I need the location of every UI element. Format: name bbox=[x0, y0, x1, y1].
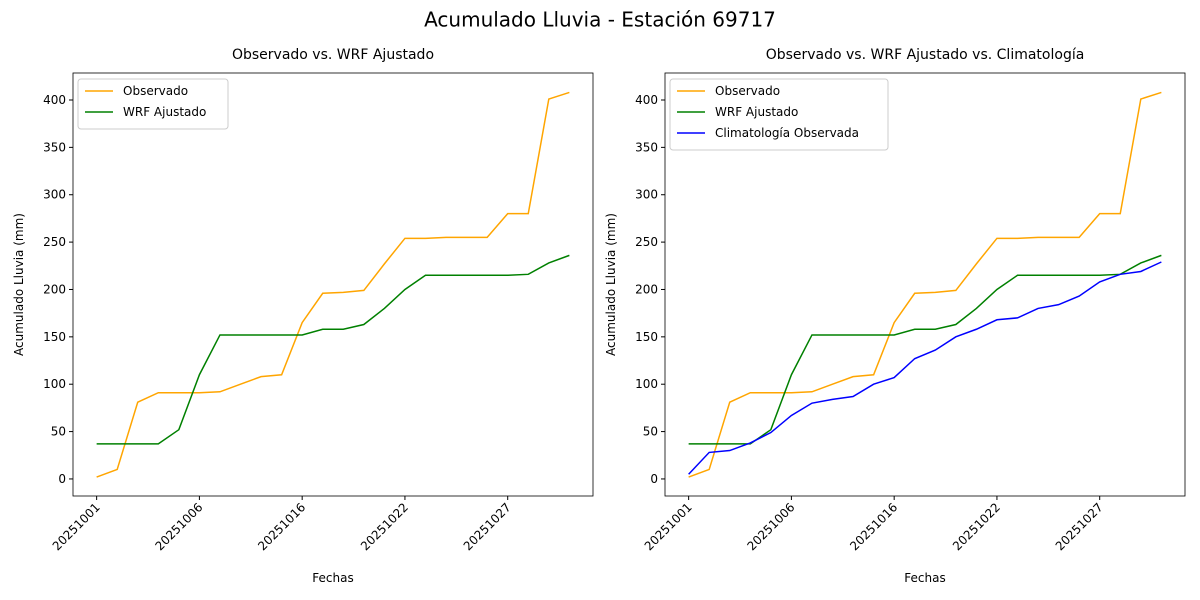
y-tick-label: 100 bbox=[43, 377, 66, 391]
y-axis-label: Acumulado Lluvia (mm) bbox=[12, 213, 26, 356]
line bbox=[96, 91, 570, 478]
x-tick-label: 20251001 bbox=[642, 500, 695, 553]
y-axis-label: Acumulado Lluvia (mm) bbox=[604, 213, 618, 356]
x-tick-label: 20251006 bbox=[744, 500, 797, 553]
x-axis-label: Fechas bbox=[904, 571, 945, 585]
line bbox=[688, 261, 1162, 475]
y-tick-label: 0 bbox=[58, 472, 66, 486]
chart-title: Observado vs. WRF Ajustado bbox=[232, 47, 434, 63]
y-tick-label: 300 bbox=[635, 188, 658, 202]
y-tick-label: 200 bbox=[43, 282, 66, 296]
y-tick-label: 400 bbox=[635, 93, 658, 107]
x-tick-label: 20251022 bbox=[358, 500, 411, 553]
legend-frame bbox=[669, 78, 889, 151]
y-tick-label: 350 bbox=[635, 140, 658, 154]
y-tick-label: 50 bbox=[643, 425, 658, 439]
y-tick-label: 100 bbox=[635, 377, 658, 391]
legend-frame bbox=[77, 78, 229, 130]
plot-frame bbox=[72, 72, 594, 497]
line bbox=[96, 254, 570, 445]
y-tick-label: 400 bbox=[43, 93, 66, 107]
line bbox=[688, 91, 1162, 478]
plot-frame bbox=[664, 72, 1186, 497]
legend-label: Observado bbox=[715, 84, 780, 98]
chart-title: Observado vs. WRF Ajustado vs. Climatolo… bbox=[766, 47, 1085, 63]
legend: Observado WRF Ajustado Climatología Observ… bbox=[669, 78, 889, 151]
legend: Observado WRF Ajustado bbox=[77, 78, 229, 130]
legend-label: Observado bbox=[123, 84, 188, 98]
x-axis-label: Fechas bbox=[312, 571, 353, 585]
x-tick-label: 20251006 bbox=[152, 500, 205, 553]
y-tick-label: 250 bbox=[635, 235, 658, 249]
y-tick-label: 250 bbox=[43, 235, 66, 249]
chart: Observado vs. WRF Ajustado Fechas Acumulad… bbox=[12, 47, 594, 585]
legend-label: Climatología Observada bbox=[715, 126, 859, 140]
y-tick-label: 300 bbox=[43, 188, 66, 202]
legend-label: WRF Ajustado bbox=[715, 105, 798, 119]
figure-title: Acumulado Lluvia - Estación 69717 bbox=[424, 8, 776, 32]
y-tick-label: 200 bbox=[635, 282, 658, 296]
x-tick-label: 20251027 bbox=[1053, 500, 1106, 553]
line bbox=[688, 254, 1162, 445]
y-tick-label: 150 bbox=[43, 330, 66, 344]
y-tick-label: 0 bbox=[650, 472, 658, 486]
x-tick-label: 20251016 bbox=[255, 500, 308, 553]
legend-label: WRF Ajustado bbox=[123, 105, 206, 119]
x-tick-label: 20251001 bbox=[50, 500, 103, 553]
y-tick-label: 150 bbox=[635, 330, 658, 344]
x-tick-label: 20251016 bbox=[847, 500, 900, 553]
y-tick-label: 350 bbox=[43, 140, 66, 154]
x-tick-label: 20251027 bbox=[461, 500, 514, 553]
y-tick-label: 50 bbox=[51, 425, 66, 439]
chart: Observado vs. WRF Ajustado vs. Climatolo… bbox=[604, 47, 1186, 585]
x-tick-label: 20251022 bbox=[950, 500, 1003, 553]
